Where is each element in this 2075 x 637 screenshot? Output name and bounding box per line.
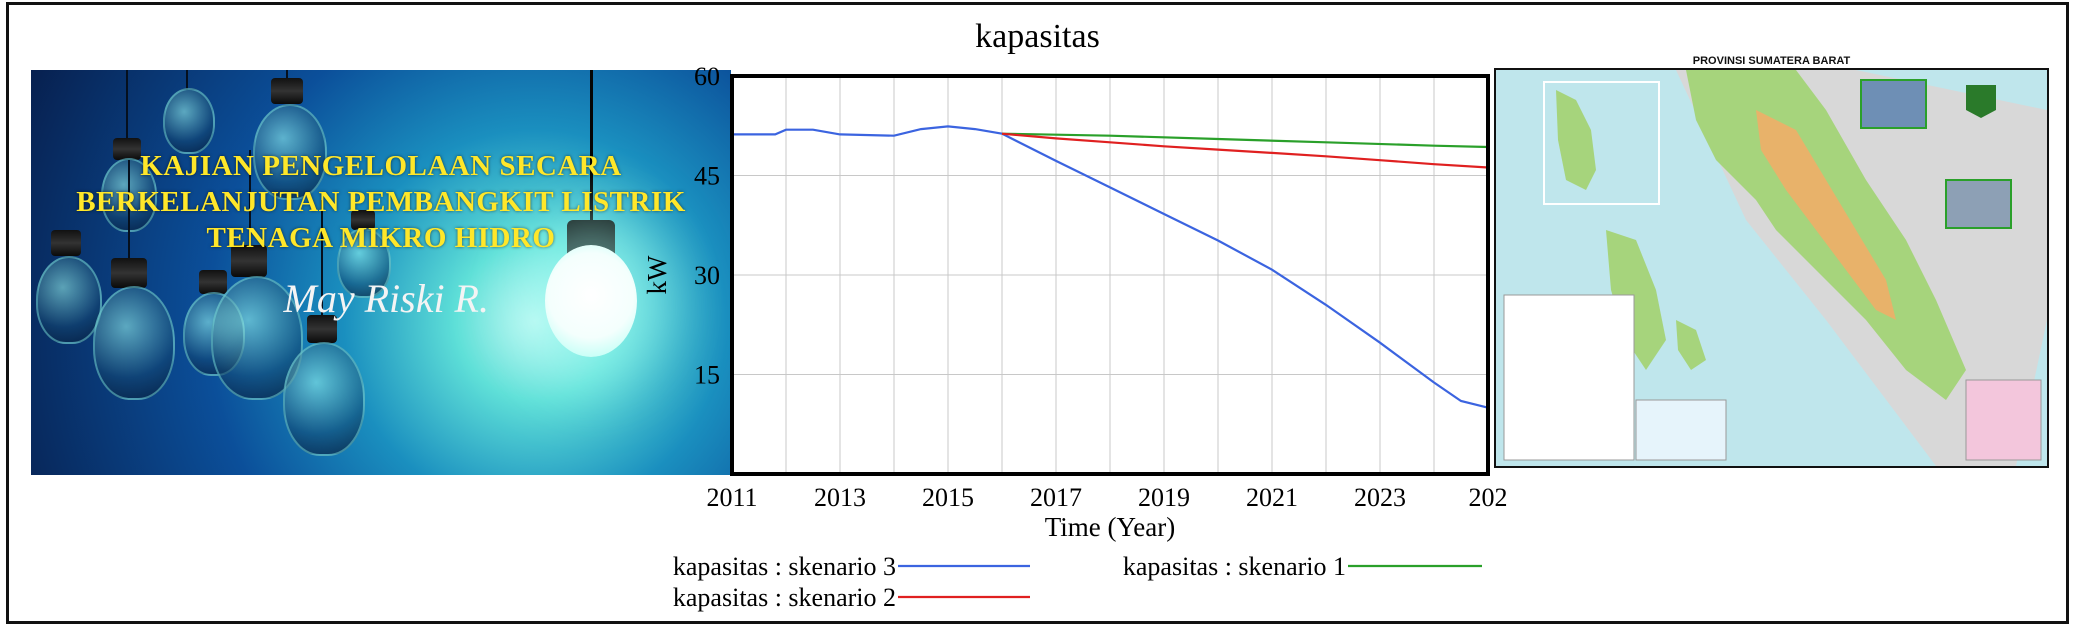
map-inset-frame: [1543, 81, 1660, 205]
y-tick-label: 30: [694, 261, 720, 290]
chart-title: kapasitas: [975, 18, 1100, 55]
map-island-pagai: [1676, 320, 1706, 370]
banner-title: KAJIAN PENGELOLAAN SECARA BERKELANJUTAN …: [76, 150, 686, 254]
map-photo-monument: [1860, 79, 1927, 129]
bulb-icon: [283, 342, 365, 456]
series-line-1: [732, 125, 1489, 409]
y-tick-label: 15: [694, 361, 720, 390]
y-tick-label: 60: [694, 62, 720, 91]
wire: [126, 70, 128, 140]
series-line-2: [1001, 132, 1489, 149]
socket: [231, 245, 267, 277]
series-line-3: [1001, 132, 1489, 169]
y-axis-title: kW: [642, 255, 672, 295]
plot-frame: [730, 74, 1490, 476]
socket: [51, 230, 81, 256]
map-highlands: [1756, 110, 1896, 320]
banner-image: KAJIAN PENGELOLAAN SECARA BERKELANJUTAN …: [31, 70, 731, 475]
x-tick-label: 2023: [1354, 483, 1406, 512]
map-island-siberut: [1556, 90, 1596, 190]
y-tick-label: 45: [694, 162, 720, 191]
x-tick-label: 202: [1469, 483, 1508, 512]
socket: [111, 258, 147, 288]
socket: [351, 210, 375, 230]
wire: [128, 160, 130, 260]
map-photo-house: [1945, 179, 2012, 229]
banner-author: May Riski R.: [283, 276, 490, 321]
wire: [286, 70, 288, 80]
bulb-icon: [253, 104, 327, 200]
x-tick-label: 2013: [814, 483, 866, 512]
map-drawing: [1496, 70, 2047, 466]
x-axis-title: Time (Year): [1045, 512, 1176, 542]
socket: [113, 138, 141, 160]
province-map-image: [1494, 68, 2049, 468]
legend-label-1: kapasitas : skenario 3: [673, 552, 896, 581]
legend-label-3: kapasitas : skenario 2: [673, 583, 896, 612]
x-tick-label: 2021: [1246, 483, 1298, 512]
map-emblem-icon: [1966, 85, 1996, 118]
socket: [307, 315, 337, 343]
x-tick-label: 2011: [706, 483, 757, 512]
socket: [199, 270, 227, 294]
bulb-icon: [93, 286, 175, 400]
x-tick-label: 2019: [1138, 483, 1190, 512]
bulb-icon: [163, 88, 215, 154]
map-locator-box: [1635, 399, 1727, 461]
bulb-icon: [36, 256, 102, 344]
bulb-icon: [337, 228, 391, 298]
wire: [249, 150, 251, 250]
map-title: PROVINSI SUMATERA BARAT: [1692, 55, 1851, 67]
map-inset-city: [1965, 379, 2042, 461]
map-island-sipora: [1606, 230, 1666, 370]
map-legend-box: [1503, 294, 1635, 461]
x-tick-label: 2017: [1030, 483, 1082, 512]
wire: [321, 200, 323, 320]
legend-label-2: kapasitas : skenario 1: [1123, 552, 1346, 581]
socket: [271, 78, 303, 104]
wire: [186, 70, 188, 90]
wire: [590, 70, 593, 220]
glowing-bulb-icon: [545, 245, 637, 357]
x-tick-label: 2015: [922, 483, 974, 512]
